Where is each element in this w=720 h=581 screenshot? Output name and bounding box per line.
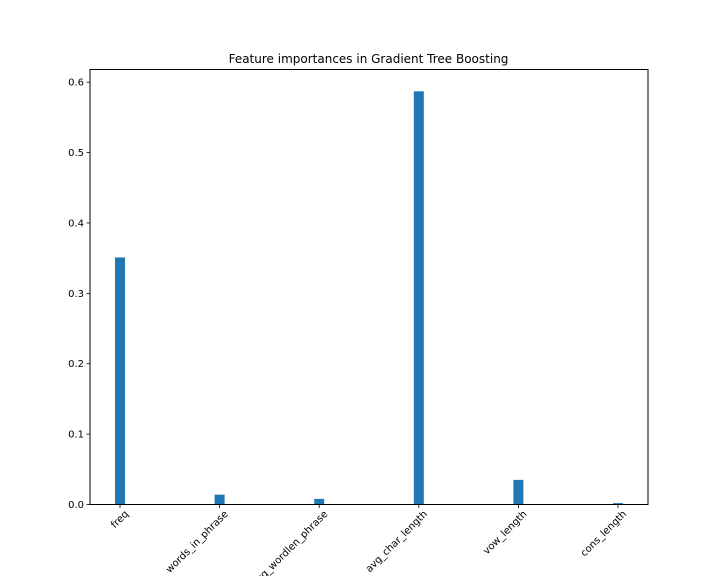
bar-avg_char_length xyxy=(413,91,424,505)
x-tick-label: avg_wordlen_phrase xyxy=(250,509,330,576)
y-tick-label: 0.2 xyxy=(68,359,84,370)
x-tick-label: cons_length xyxy=(579,509,629,559)
x-tick-label: vow_length xyxy=(481,509,529,557)
x-axis: freq words_in_phrase avg_wordlen_phrase avg… xyxy=(109,504,629,581)
bars-group xyxy=(115,91,623,505)
bar-avg_wordlen_phrase xyxy=(314,498,325,505)
bar-freq xyxy=(115,257,125,505)
y-tick-label: 0.0 xyxy=(68,500,84,511)
x-tick-label: words_in_phrase xyxy=(164,509,231,576)
y-tick-label: 0.5 xyxy=(68,148,84,159)
y-tick-label: 0.4 xyxy=(68,218,84,229)
x-tick-label: freq xyxy=(109,509,131,531)
x-tick-label: avg_char_length xyxy=(364,509,430,575)
chart-title: Feature importances in Gradient Tree Boo… xyxy=(229,52,509,66)
bar-cons_length xyxy=(613,503,623,505)
y-axis: 0.0 0.1 0.2 0.3 0.4 0.5 0.6 xyxy=(68,78,90,511)
y-tick-label: 0.6 xyxy=(68,78,84,89)
bar-words_in_phrase xyxy=(214,494,225,505)
plot-frame xyxy=(89,69,649,505)
y-tick-label: 0.1 xyxy=(68,430,84,441)
y-tick-label: 0.3 xyxy=(68,289,84,300)
bar-vow_length xyxy=(513,479,524,505)
